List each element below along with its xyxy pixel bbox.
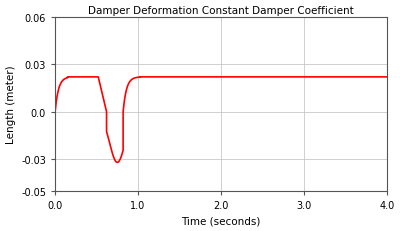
X-axis label: Time (seconds): Time (seconds) (181, 216, 261, 225)
Y-axis label: Length (meter): Length (meter) (6, 65, 16, 143)
Title: Damper Deformation Constant Damper Coefficient: Damper Deformation Constant Damper Coeff… (88, 6, 354, 15)
